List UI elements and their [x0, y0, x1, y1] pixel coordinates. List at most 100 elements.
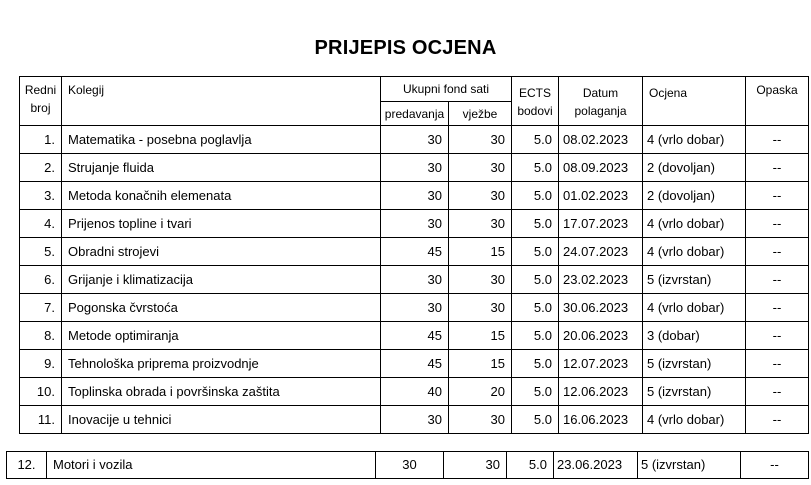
cell-lectures: 30: [380, 209, 449, 238]
cell-grade: 4 (vrlo dobar): [642, 405, 746, 434]
header-ukupni: Ukupni fond sati: [380, 76, 512, 102]
cell-ects: 5.0: [511, 349, 559, 378]
cell-grade: 4 (vrlo dobar): [642, 209, 746, 238]
cell-lectures: 45: [380, 349, 449, 378]
table-body: 1. Matematika - posebna poglavlja 30 30 5.0 0…: [19, 125, 809, 434]
cell-course: Metode optimiranja: [61, 321, 381, 350]
cell-grade: 5 (izvrstan): [642, 349, 746, 378]
cell-ects: 5.0: [511, 293, 559, 322]
cell-grade: 5 (izvrstan): [642, 377, 746, 406]
cell-course: Metoda konačnih elemenata: [61, 181, 381, 210]
header-redni-line2: broj: [30, 101, 51, 115]
cell-no: 1.: [19, 125, 62, 154]
header-vjezbe-label: vježbe: [462, 106, 498, 121]
cell-course: Tehnološka priprema proizvodnje: [61, 349, 381, 378]
header-predavanja: predavanja: [380, 101, 449, 126]
table-row: 2. Strujanje fluida 30 30 5.0 08.09.2023 2 (do…: [19, 153, 809, 182]
cell-note: --: [745, 265, 809, 294]
cell-note: --: [745, 321, 809, 350]
cell-date: 08.09.2023: [558, 153, 643, 182]
cell-ects: 5.0: [511, 265, 559, 294]
header-redni-line1: Redni: [24, 83, 57, 97]
header-kolegij-label: Kolegij: [68, 83, 105, 97]
cell-course: Pogonska čvrstoća: [61, 293, 381, 322]
cell-grade: 2 (dovoljan): [642, 181, 746, 210]
cell-ects: 5.0: [511, 125, 559, 154]
header-ocjena: Ocjena: [642, 76, 746, 126]
cell-grade: 4 (vrlo dobar): [642, 293, 746, 322]
table-header: Redni broj Kolegij Ukupni fond sati ECTS…: [19, 76, 809, 126]
header-kolegij: Kolegij: [61, 76, 381, 126]
cell-lectures: 30: [380, 125, 449, 154]
cell-grade: 3 (dobar): [642, 321, 746, 350]
cell-note: --: [745, 181, 809, 210]
header-ects-line2: bodovi: [517, 104, 553, 118]
header-vjezbe: vježbe: [448, 101, 512, 126]
cell-grade: 2 (dovoljan): [642, 153, 746, 182]
cell-note: --: [740, 451, 809, 479]
cell-ects: 5.0: [511, 153, 559, 182]
cell-no: 10.: [19, 377, 62, 406]
cell-note: --: [745, 293, 809, 322]
header-ects: ECTS bodovi: [511, 76, 559, 126]
header-datum: Datum polaganja: [558, 76, 643, 126]
table-row: 11. Inovacije u tehnici 30 30 5.0 16.06.2023 4…: [19, 405, 809, 434]
cell-note: --: [745, 125, 809, 154]
cell-lectures: 30: [380, 153, 449, 182]
cell-date: 12.06.2023: [558, 377, 643, 406]
grades-table-continuation: 12. Motori i vozila 30 30 5.0 23.06.2023…: [6, 451, 809, 479]
cell-no: 9.: [19, 349, 62, 378]
cell-ects: 5.0: [511, 209, 559, 238]
cell-no: 12.: [6, 451, 47, 479]
cell-date: 20.06.2023: [558, 321, 643, 350]
header-opaska: Opaska: [745, 76, 809, 126]
header-ukupni-label: Ukupni fond sati: [402, 82, 490, 96]
cell-note: --: [745, 405, 809, 434]
cell-note: --: [745, 349, 809, 378]
cell-exercises: 30: [448, 405, 512, 434]
cell-course: Matematika - posebna poglavlja: [61, 125, 381, 154]
header-redni: Redni broj: [19, 76, 62, 126]
cell-course: Toplinska obrada i površinska zaštita: [61, 377, 381, 406]
cell-exercises: 15: [448, 321, 512, 350]
cell-grade: 4 (vrlo dobar): [642, 125, 746, 154]
cell-lectures: 40: [380, 377, 449, 406]
page-title: PRIJEPIS OCJENA: [314, 37, 497, 59]
cell-no: 7.: [19, 293, 62, 322]
table-row: 4. Prijenos topline i tvari 30 30 5.0 17.07.2…: [19, 209, 809, 238]
cell-lectures: 45: [380, 321, 449, 350]
cell-date: 12.07.2023: [558, 349, 643, 378]
cell-note: --: [745, 209, 809, 238]
cell-exercises: 30: [448, 265, 512, 294]
header-predavanja-label: predavanja: [384, 106, 445, 121]
cell-course: Obradni strojevi: [61, 237, 381, 266]
cell-date: 23.02.2023: [558, 265, 643, 294]
cell-note: --: [745, 377, 809, 406]
cell-grade: 4 (vrlo dobar): [642, 237, 746, 266]
cell-no: 2.: [19, 153, 62, 182]
cell-lectures: 30: [380, 265, 449, 294]
cell-ects: 5.0: [511, 181, 559, 210]
cell-exercises: 30: [443, 451, 507, 479]
cell-course: Motori i vozila: [46, 451, 376, 479]
cell-course: Inovacije u tehnici: [61, 405, 381, 434]
cell-date: 17.07.2023: [558, 209, 643, 238]
header-opaska-label: Opaska: [756, 83, 798, 97]
cell-date: 16.06.2023: [558, 405, 643, 434]
cell-ects: 5.0: [511, 321, 559, 350]
cell-lectures: 30: [380, 293, 449, 322]
cell-date: 23.06.2023: [553, 451, 638, 479]
cell-no: 3.: [19, 181, 62, 210]
cell-exercises: 15: [448, 349, 512, 378]
cell-no: 4.: [19, 209, 62, 238]
cell-ects: 5.0: [511, 237, 559, 266]
cell-no: 11.: [19, 405, 62, 434]
cell-ects: 5.0: [511, 377, 559, 406]
cell-no: 6.: [19, 265, 62, 294]
table-row: 1. Matematika - posebna poglavlja 30 30 5.0 0…: [19, 125, 809, 154]
cell-course: Grijanje i klimatizacija: [61, 265, 381, 294]
cell-exercises: 30: [448, 293, 512, 322]
cell-exercises: 15: [448, 237, 512, 266]
cell-lectures: 45: [380, 237, 449, 266]
cell-exercises: 30: [448, 209, 512, 238]
